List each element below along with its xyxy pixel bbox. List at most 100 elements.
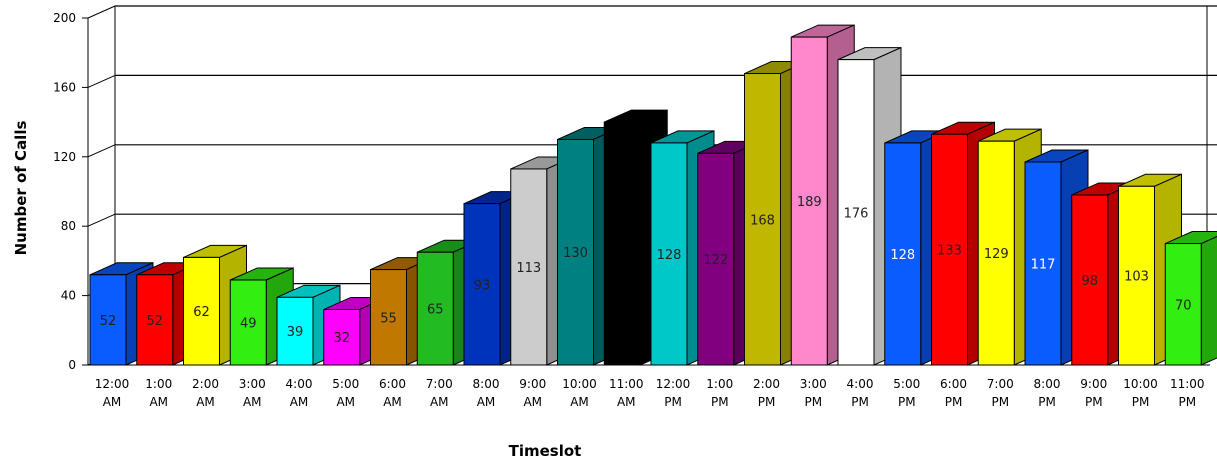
x-tick-label-time: 4:00 [847,377,874,391]
bar-front [136,274,174,366]
bar-front [229,279,267,366]
data-label: 55 [380,311,397,326]
x-tick-label-period: PM [851,395,869,409]
bar-front [276,296,314,366]
x-tick-label-time: 11:00 [1170,377,1205,391]
bar-front [323,308,361,366]
bar-front [744,73,781,366]
x-tick-label-time: 10:00 [1123,377,1158,391]
x-tick-label-period: PM [664,395,682,409]
y-axis-title: Number of Calls [12,121,30,256]
y-tick-label: 120 [53,150,76,164]
bar-front [183,256,220,366]
bar-front [650,142,688,366]
bar-front [931,133,968,366]
x-tick-label-period: AM [477,395,496,409]
data-label: 65 [427,303,444,318]
data-label: 128 [890,248,915,263]
x-tick-label-period: PM [804,395,822,409]
bar-side [1200,236,1217,366]
bar-front [1164,243,1202,366]
data-label: 103 [1124,270,1149,285]
bar-front [557,138,594,366]
bar-front [463,203,501,366]
x-tick-label-period: AM [570,395,589,409]
x-tick-label-period: PM [1085,395,1103,409]
bar-front [1118,185,1155,366]
data-label: 189 [797,195,822,210]
grid-diagonal [87,213,116,227]
x-tick-label-period: AM [243,395,262,409]
x-tick-label-period: AM [336,395,355,409]
data-label: 128 [657,248,682,263]
grid-diagonal [87,5,116,19]
bar-front [884,142,922,366]
x-tick-label-time: 8:00 [473,377,500,391]
y-tick-label: 0 [68,358,76,372]
x-tick-label-period: PM [1038,395,1056,409]
x-tick-label-time: 5:00 [893,377,920,391]
bar-front [977,140,1015,366]
x-tick-label-time: 12:00 [656,377,691,391]
data-label: 52 [100,314,117,329]
x-tick-label-time: 7:00 [987,377,1014,391]
x-tick-label-period: PM [991,395,1009,409]
x-tick-label-time: 7:00 [426,377,453,391]
x-tick-label-period: AM [290,395,309,409]
data-label: 130 [563,246,588,261]
x-tick-label-time: 6:00 [940,377,967,391]
x-tick-label-period: AM [149,395,168,409]
bar-front [697,152,735,366]
x-tick-label-time: 9:00 [519,377,546,391]
y-tick-label: 80 [61,219,76,233]
bar-front [603,121,641,366]
data-label: 70 [1175,298,1192,313]
x-tick-label-period: PM [1132,395,1150,409]
y-tick-label: 40 [61,289,76,303]
data-label: 39 [287,325,304,340]
bar-front [1024,161,1062,366]
y-tick-label: 160 [53,80,76,94]
x-tick-label-time: 8:00 [1034,377,1061,391]
x-tick-label-period: AM [383,395,402,409]
bar-front [370,269,407,366]
x-tick-label-time: 5:00 [332,377,359,391]
x-tick-label-period: AM [523,395,542,409]
x-tick-label-period: AM [430,395,449,409]
bar-front [837,59,875,366]
bar-23 [1164,231,1217,366]
x-tick-label-period: AM [103,395,122,409]
x-tick-label-time: 3:00 [239,377,266,391]
grid-diagonal [87,144,116,158]
data-label: 117 [1031,258,1056,273]
x-tick-label-time: 2:00 [753,377,780,391]
x-tick-label-period: AM [617,395,636,409]
x-tick-label-time: 3:00 [800,377,827,391]
x-tick-label-period: PM [945,395,963,409]
x-tick-label-time: 1:00 [145,377,172,391]
x-tick-label-time: 9:00 [1080,377,1107,391]
labels-layer: 52 12:00 AM 52 1:00 AM 62 2:00 AM 49 3:00 AM 39 4:00 A… [95,195,1205,409]
data-label: 98 [1081,274,1098,289]
data-label: 129 [984,247,1009,262]
data-label: 133 [937,244,962,259]
bar-front [790,36,828,366]
x-tick-label-period: PM [1178,395,1196,409]
bar-front [1071,194,1109,366]
data-label: 168 [750,213,775,228]
bar-16 [837,46,902,366]
x-tick-label-time: 12:00 [95,377,130,391]
x-tick-label-period: PM [898,395,916,409]
data-label: 176 [844,206,869,221]
bar-front [89,274,127,366]
x-tick-label-period: PM [711,395,729,409]
data-label: 52 [146,314,163,329]
data-label: 49 [240,316,257,331]
x-tick-label-time: 6:00 [379,377,406,391]
x-tick-label-period: PM [758,395,776,409]
data-label: 93 [474,278,491,293]
x-tick-label-period: AM [196,395,215,409]
bar-front [510,168,548,366]
x-axis-title: Timeslot [509,442,582,460]
